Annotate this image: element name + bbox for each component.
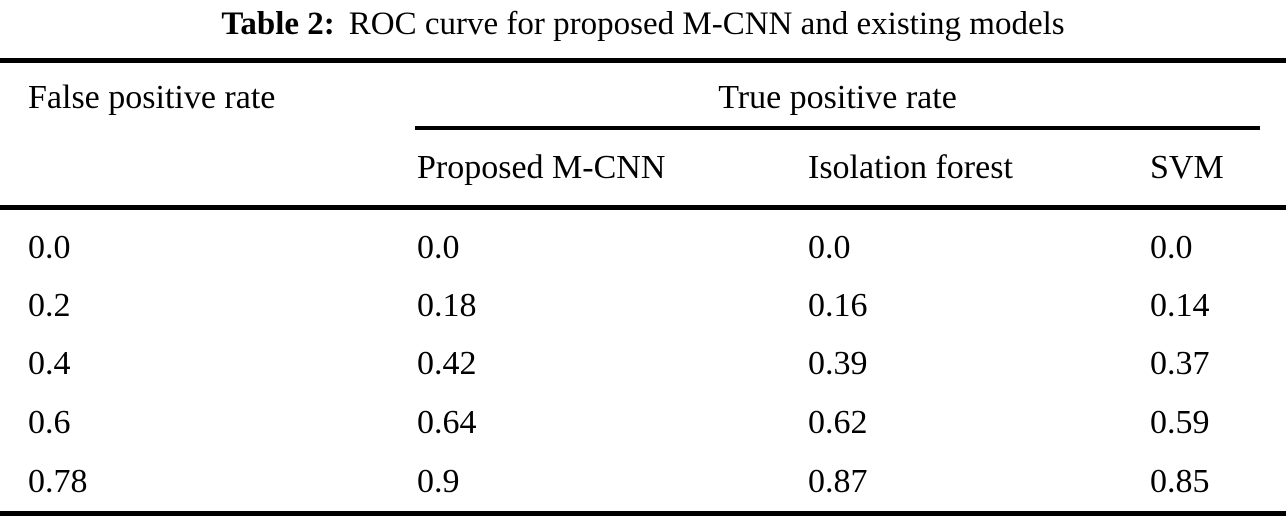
cell-mcnn: 0.9 [417, 463, 460, 500]
group-header-true-positive-rate: True positive rate [718, 79, 957, 116]
cell-mcnn: 0.64 [417, 404, 477, 441]
cell-fpr: 0.4 [28, 345, 71, 382]
column-header-isolation-forest: Isolation forest [808, 149, 1013, 186]
table-row: 0.78 0.9 0.87 0.85 [0, 462, 1286, 502]
cell-svm: 0.59 [1150, 404, 1210, 441]
cell-iforest: 0.39 [808, 345, 868, 382]
table-row: 0.2 0.18 0.16 0.14 [0, 286, 1286, 326]
cell-iforest: 0.62 [808, 404, 868, 441]
table-caption-text: ROC curve for proposed M-CNN and existin… [348, 6, 1065, 42]
cell-svm: 0.0 [1150, 229, 1193, 266]
cell-mcnn: 0.0 [417, 229, 460, 266]
column-header-false-positive-rate: False positive rate [28, 79, 276, 116]
header-body-rule [0, 205, 1286, 210]
cell-iforest: 0.0 [808, 229, 851, 266]
column-header-svm: SVM [1150, 149, 1224, 186]
column-header-proposed-mcnn: Proposed M-CNN [417, 149, 666, 186]
top-rule [0, 58, 1286, 63]
cell-fpr: 0.78 [28, 463, 88, 500]
cell-svm: 0.14 [1150, 287, 1210, 324]
table-row: 0.0 0.0 0.0 0.0 [0, 228, 1286, 268]
cell-svm: 0.37 [1150, 345, 1210, 382]
table-caption: Table 2: ROC curve for proposed M-CNN and… [0, 2, 1286, 46]
table-row: 0.4 0.42 0.39 0.37 [0, 344, 1286, 384]
cell-iforest: 0.87 [808, 463, 868, 500]
cell-mcnn: 0.18 [417, 287, 477, 324]
bottom-rule [0, 511, 1286, 516]
table-caption-number: Table 2: [221, 6, 335, 42]
cell-fpr: 0.2 [28, 287, 71, 324]
table-row: 0.6 0.64 0.62 0.59 [0, 403, 1286, 443]
cell-fpr: 0.0 [28, 229, 71, 266]
group-header-rule [415, 126, 1260, 130]
cell-mcnn: 0.42 [417, 345, 477, 382]
cell-iforest: 0.16 [808, 287, 868, 324]
cell-svm: 0.85 [1150, 463, 1210, 500]
cell-fpr: 0.6 [28, 404, 71, 441]
